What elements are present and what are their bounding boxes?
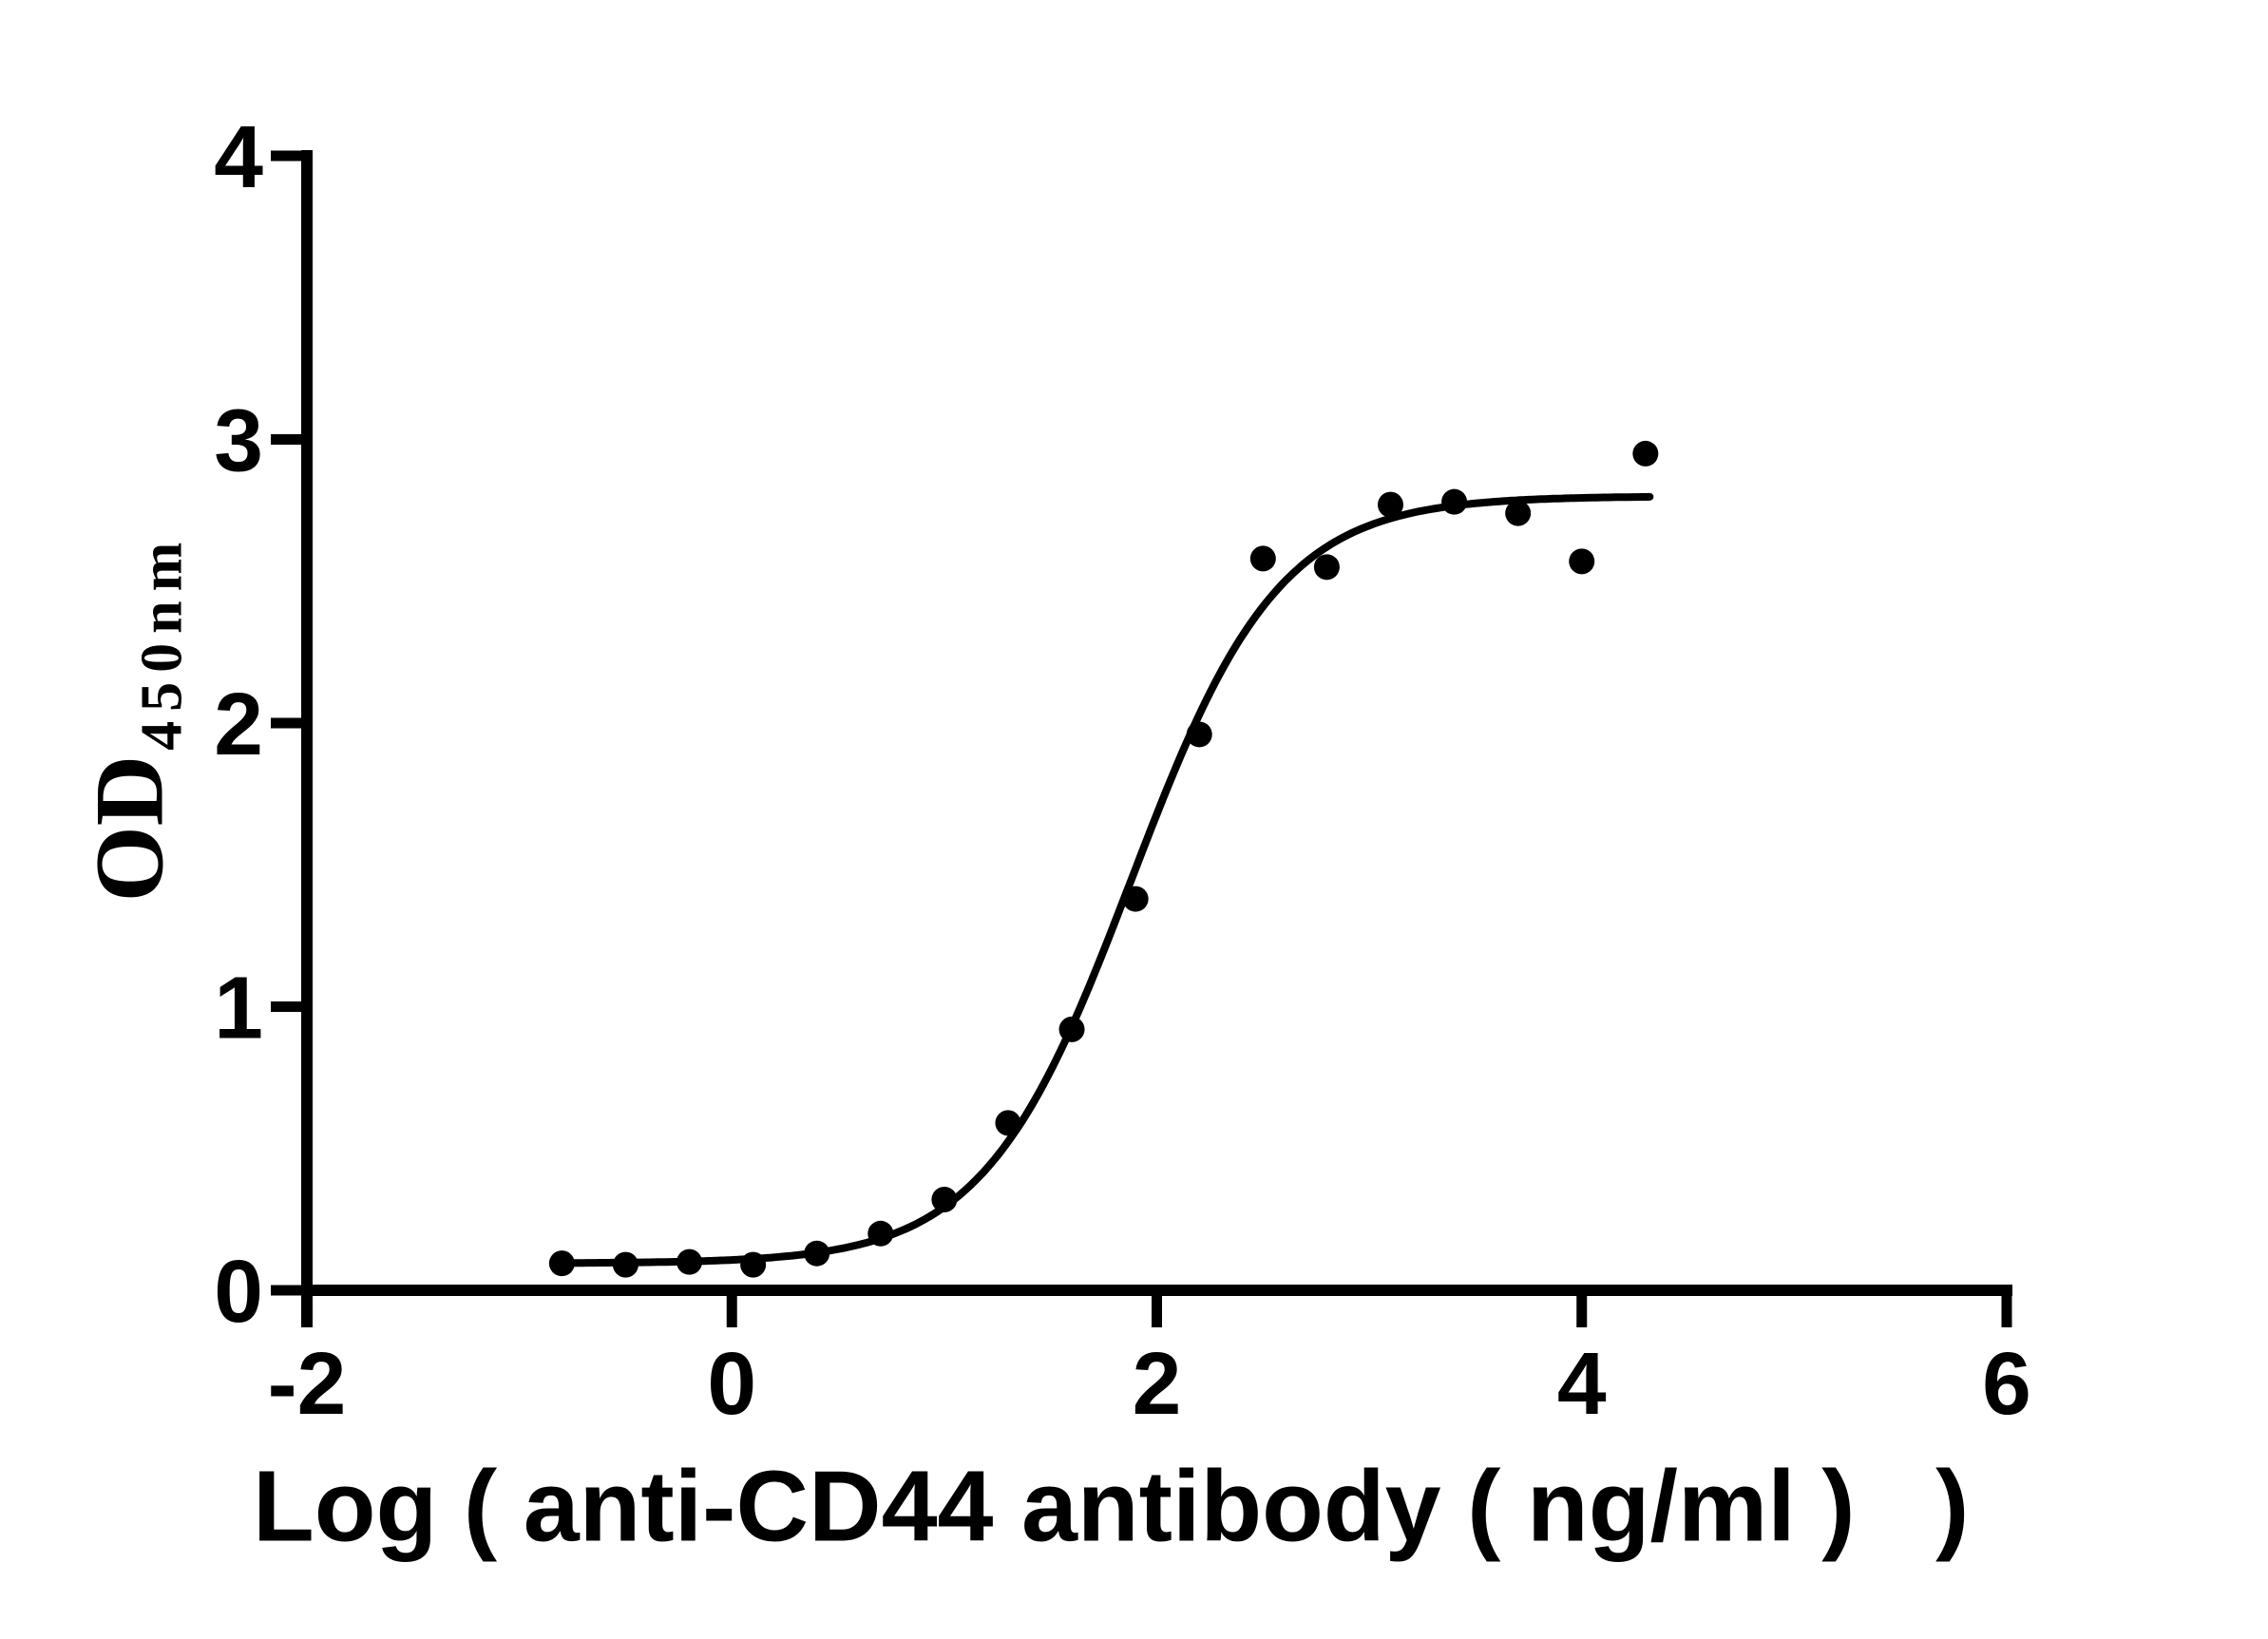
data-point [1441, 488, 1468, 515]
x-tick-label: 0 [707, 1334, 756, 1433]
data-point [1122, 886, 1149, 912]
data-point [740, 1251, 767, 1278]
fullwidth-paren: ) [1821, 1450, 1856, 1563]
data-point [1313, 554, 1340, 581]
y-tick-label: 0 [214, 1242, 263, 1341]
x-axis-title: Log(anti-CD44 antibody(ng/ml) ) [253, 1450, 1995, 1565]
fullwidth-paren: ( [1467, 1450, 1501, 1563]
y-tick-label: 4 [214, 107, 263, 206]
x-tick-label: -2 [268, 1334, 347, 1433]
x-tick-label: 4 [1557, 1334, 1607, 1433]
y-axis-title: OD450nm [74, 533, 197, 903]
y-tick-label: 2 [214, 675, 263, 773]
data-point [1377, 491, 1403, 518]
data-point [1505, 500, 1532, 526]
x-tick-label: 6 [1982, 1334, 2031, 1433]
data-point [804, 1240, 830, 1267]
data-point [677, 1248, 703, 1275]
data-point [1058, 1016, 1085, 1042]
data-point [1632, 440, 1659, 467]
data-point [612, 1251, 638, 1278]
y-axis-title-main: OD [75, 754, 184, 903]
y-tick-label: 1 [214, 959, 263, 1058]
data-point [931, 1186, 958, 1212]
data-point [1569, 548, 1595, 575]
data-point [548, 1250, 575, 1277]
data-point [1186, 721, 1212, 748]
fullwidth-paren: ( [463, 1450, 498, 1563]
data-point [1249, 545, 1276, 572]
data-point [995, 1110, 1021, 1136]
data-point [867, 1220, 894, 1247]
y-tick-label: 3 [214, 391, 263, 490]
fit-curve [558, 492, 1654, 1267]
fullwidth-paren: ) [1935, 1450, 1970, 1563]
y-axis-title-subscript: 450nm [129, 532, 195, 751]
x-tick-label: 2 [1133, 1334, 1182, 1433]
